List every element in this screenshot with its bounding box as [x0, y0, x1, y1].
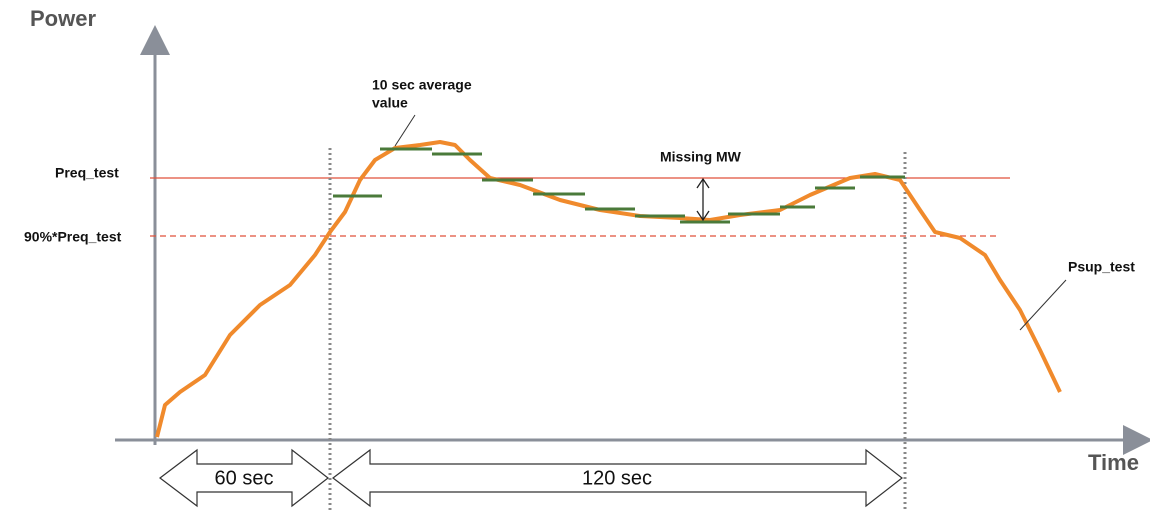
duration-arrow: [159, 448, 329, 508]
power-curve: [155, 140, 1062, 438]
y-axis-label: Power: [30, 6, 96, 31]
average-segments: [333, 147, 905, 224]
curve-label: Psup_test: [1068, 259, 1135, 275]
duration-label: 120 sec: [582, 467, 652, 489]
missing-arrow: [696, 177, 710, 222]
callout: [1019, 279, 1067, 331]
duration-label: 60 sec: [215, 467, 274, 489]
duration-arrow: [332, 448, 903, 508]
x-axis-label: Time: [1088, 450, 1139, 475]
required-label: Preq_test: [55, 165, 119, 181]
average-label: 10 sec average: [372, 77, 472, 93]
ninety-label: 90%*Preq_test: [24, 229, 122, 245]
callout: [394, 114, 416, 147]
average-label: value: [372, 95, 408, 111]
missing-label: Missing MW: [660, 149, 742, 165]
